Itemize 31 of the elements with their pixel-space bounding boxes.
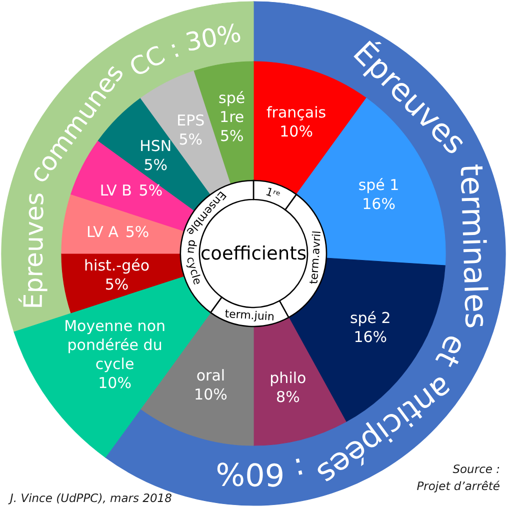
slice-label: spé 1re — [218, 88, 246, 126]
slice-label: français — [266, 103, 326, 122]
slice-label: spé 1 — [358, 176, 400, 194]
slice-label: LV A — [86, 222, 120, 241]
data-label: 5% — [104, 276, 129, 294]
data-label: 16% — [354, 328, 388, 346]
slice-label: spé 2 — [350, 309, 391, 328]
data-label: 10% — [194, 386, 228, 404]
data-label: 5% — [125, 222, 150, 241]
slice-label: oral — [196, 366, 226, 385]
data-label: 16% — [362, 195, 396, 214]
text: term.juin — [224, 307, 275, 324]
text: J. Vince (UdPPC), mars 2018 — [8, 491, 172, 505]
data-label: 5% — [178, 130, 203, 149]
text: 1ʳᵉ — [264, 185, 282, 202]
data-label: 10% — [98, 374, 132, 392]
slice-label: LV B — [100, 182, 132, 200]
slice-label: philo — [270, 369, 306, 388]
slice-label: HSN — [140, 137, 172, 156]
data-label: 10% — [280, 122, 313, 140]
data-label: 5% — [220, 126, 244, 145]
slice-label: EPS — [176, 112, 205, 130]
slice-label: hist.-géo — [84, 256, 150, 275]
data-label: 8% — [276, 388, 300, 406]
text: term.avril — [307, 230, 324, 285]
data-label: 5% — [138, 182, 163, 200]
data-label: 5% — [144, 156, 168, 174]
source-note: Source : — [452, 462, 500, 476]
slice-label: Moyenne non pondérée du cycle — [64, 316, 166, 373]
text: Projet d’arrêté — [416, 479, 500, 493]
text: coefficients — [200, 244, 307, 264]
